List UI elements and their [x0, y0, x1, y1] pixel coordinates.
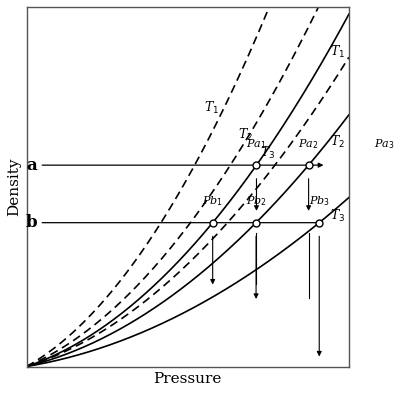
Text: Pb$_3$: Pb$_3$ — [309, 195, 330, 208]
Text: T$_3$: T$_3$ — [260, 145, 276, 161]
Text: b: b — [26, 214, 37, 231]
Text: T$_1$: T$_1$ — [204, 99, 219, 116]
Text: T$_1$: T$_1$ — [330, 44, 345, 60]
X-axis label: Pressure: Pressure — [154, 372, 222, 386]
Text: Pa$_3$: Pa$_3$ — [374, 137, 394, 151]
Text: T$_3$: T$_3$ — [330, 208, 345, 224]
Text: Pa$_2$: Pa$_2$ — [298, 137, 319, 151]
Text: Pb$_2$: Pb$_2$ — [246, 195, 266, 208]
Text: Pa$_1$: Pa$_1$ — [246, 137, 267, 151]
Text: T$_2$: T$_2$ — [238, 127, 253, 143]
Text: Pb$_1$: Pb$_1$ — [202, 195, 223, 208]
Text: a: a — [26, 157, 37, 174]
Text: T$_2$: T$_2$ — [330, 134, 345, 150]
Y-axis label: Density: Density — [7, 158, 21, 216]
